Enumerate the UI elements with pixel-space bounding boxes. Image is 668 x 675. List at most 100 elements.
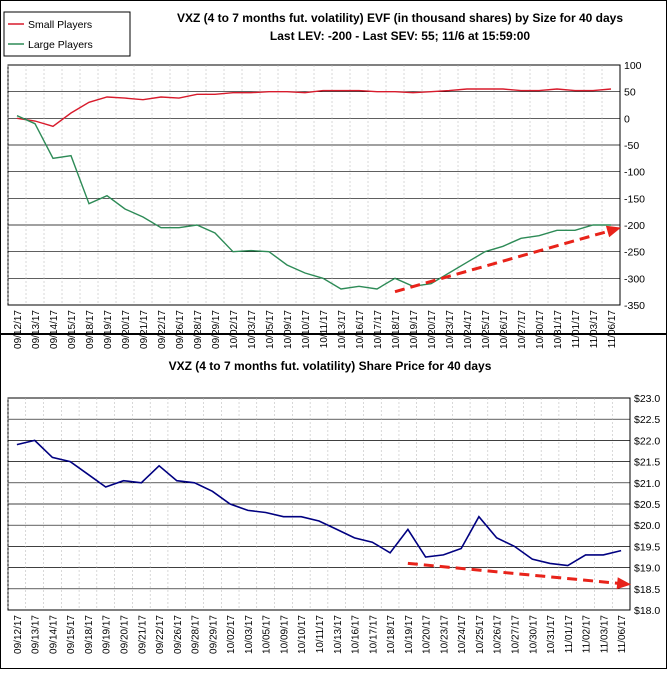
top-plot-area: 100 50 0 -50 -100 -150 -200 -250 -300 -350 09/12/… [7, 60, 645, 349]
x-tick-label: 10/31/17 [546, 615, 557, 654]
x-tick-label: 10/24/17 [463, 310, 474, 349]
x-tick-label: 10/25/17 [475, 615, 486, 654]
x-tick-label: 10/17/17 [373, 310, 384, 349]
x-tick-label: 10/23/17 [445, 310, 456, 349]
x-tick-label: 10/26/17 [493, 615, 504, 654]
x-tick-label: 10/09/17 [283, 310, 294, 349]
x-tick-label: 11/01/17 [571, 310, 582, 349]
x-tick-label: 09/14/17 [49, 310, 60, 349]
x-tick-label: 10/05/17 [265, 310, 276, 349]
x-tick-label: 10/20/17 [422, 615, 433, 654]
y-tick-label: -150 [624, 193, 645, 205]
x-tick-label: 10/30/17 [535, 310, 546, 349]
x-tick-label: 09/18/17 [85, 310, 96, 349]
bottom-y-tick-labels: $23.0 $22.5 $22.0 $21.5 $21.0 $20.5 $20.0 $19.5… [634, 393, 660, 617]
x-tick-label: 09/13/17 [31, 310, 42, 349]
x-tick-label: 11/03/17 [599, 615, 610, 654]
y-tick-label: -200 [624, 220, 645, 232]
x-tick-label: 09/12/17 [13, 310, 24, 349]
x-tick-label: 09/26/17 [175, 310, 186, 349]
x-tick-label: 09/14/17 [48, 615, 59, 654]
x-tick-label: 10/02/17 [226, 615, 237, 654]
x-tick-label: 10/10/17 [301, 310, 312, 349]
series-line-large-players [16, 115, 611, 290]
x-tick-label: 09/19/17 [102, 615, 113, 654]
y-tick-label: $21.0 [634, 478, 660, 490]
x-tick-label: 09/18/17 [84, 615, 95, 654]
x-tick-label: 10/10/17 [297, 615, 308, 654]
top-chart-subtitle: Last LEV: -200 - Last SEV: 55; 11/6 at 1… [270, 29, 530, 43]
x-tick-label: 09/22/17 [155, 615, 166, 654]
x-tick-label: 10/20/17 [427, 310, 438, 349]
y-tick-label: $18.0 [634, 605, 660, 617]
x-tick-label: 10/13/17 [333, 615, 344, 654]
y-tick-label: $21.5 [634, 457, 660, 469]
x-tick-label: 10/03/17 [247, 310, 258, 349]
trend-arrowhead-large [605, 225, 621, 238]
y-tick-label: $18.5 [634, 584, 660, 596]
y-tick-label: -50 [624, 140, 639, 152]
x-tick-label: 10/13/17 [337, 310, 348, 349]
bottom-gridlines [7, 397, 630, 611]
x-tick-label: 09/29/17 [208, 615, 219, 654]
y-tick-label: $20.0 [634, 520, 660, 532]
legend: Small Players Large Players [3, 11, 131, 57]
trend-arrow-large [394, 228, 612, 294]
bottom-x-tick-labels: 09/12/17 09/13/17 09/14/17 09/15/17 09/18/17… [13, 615, 628, 654]
x-tick-label: 09/22/17 [157, 310, 168, 349]
x-tick-label: 10/27/17 [517, 310, 528, 349]
y-tick-label: $19.5 [634, 541, 660, 553]
x-tick-label: 10/31/17 [553, 310, 564, 349]
y-tick-label: $23.0 [634, 393, 660, 405]
x-tick-label: 10/30/17 [528, 615, 539, 654]
y-tick-label: -100 [624, 167, 645, 179]
x-tick-label: 09/21/17 [137, 615, 148, 654]
x-tick-label: 09/29/17 [211, 310, 222, 349]
x-tick-label: 10/19/17 [404, 615, 415, 654]
legend-label-small: Small Players [28, 19, 92, 31]
legend-box [3, 11, 131, 57]
x-tick-label: 10/16/17 [351, 615, 362, 654]
top-x-tick-labels: 09/12/17 09/13/17 09/14/17 09/15/17 09/18/17… [13, 310, 618, 349]
x-tick-label: 10/16/17 [355, 310, 366, 349]
x-tick-label: 11/06/17 [607, 310, 618, 349]
y-tick-label: -300 [624, 273, 645, 285]
x-tick-label: 09/13/17 [31, 615, 42, 654]
x-tick-label: 10/02/17 [229, 310, 240, 349]
bottom-chart-title: VXZ (4 to 7 months fut. volatility) Shar… [169, 359, 492, 373]
x-tick-label: 10/03/17 [244, 615, 255, 654]
x-tick-label: 10/27/17 [510, 615, 521, 654]
x-tick-label: 10/18/17 [391, 310, 402, 349]
series-line-small-players [16, 88, 612, 128]
x-tick-label: 09/20/17 [120, 615, 131, 654]
x-tick-label: 10/24/17 [457, 615, 468, 654]
x-tick-label: 09/12/17 [13, 615, 24, 654]
x-tick-label: 10/19/17 [409, 310, 420, 349]
y-tick-label: $20.5 [634, 499, 660, 511]
y-tick-label: -250 [624, 247, 645, 259]
x-tick-label: 09/15/17 [67, 310, 78, 349]
y-tick-label: $22.5 [634, 414, 660, 426]
trend-arrow-price [407, 561, 622, 586]
x-tick-label: 10/23/17 [439, 615, 450, 654]
x-tick-label: 09/15/17 [66, 615, 77, 654]
y-tick-label: $22.0 [634, 435, 660, 447]
x-tick-label: 10/25/17 [481, 310, 492, 349]
legend-label-large: Large Players [28, 39, 93, 51]
x-tick-label: 09/28/17 [193, 310, 204, 349]
bottom-plot-area: $23.0 $22.5 $22.0 $21.5 $21.0 $20.5 $20.0 $19.5… [7, 393, 660, 654]
y-tick-label: 0 [624, 113, 630, 125]
x-tick-label: 09/28/17 [191, 615, 202, 654]
y-tick-label: 100 [624, 60, 642, 72]
x-tick-label: 10/26/17 [499, 310, 510, 349]
trend-arrowhead-price [616, 577, 632, 590]
x-tick-label: 10/11/17 [319, 310, 330, 349]
x-tick-label: 11/02/17 [582, 615, 593, 654]
x-tick-label: 10/17/17 [368, 615, 379, 654]
x-tick-label: 10/05/17 [262, 615, 273, 654]
top-y-tick-labels: 100 50 0 -50 -100 -150 -200 -250 -300 -350 [624, 60, 645, 312]
y-tick-label: $19.0 [634, 563, 660, 575]
x-tick-label: 10/11/17 [315, 615, 326, 654]
x-tick-label: 11/03/17 [589, 310, 600, 349]
